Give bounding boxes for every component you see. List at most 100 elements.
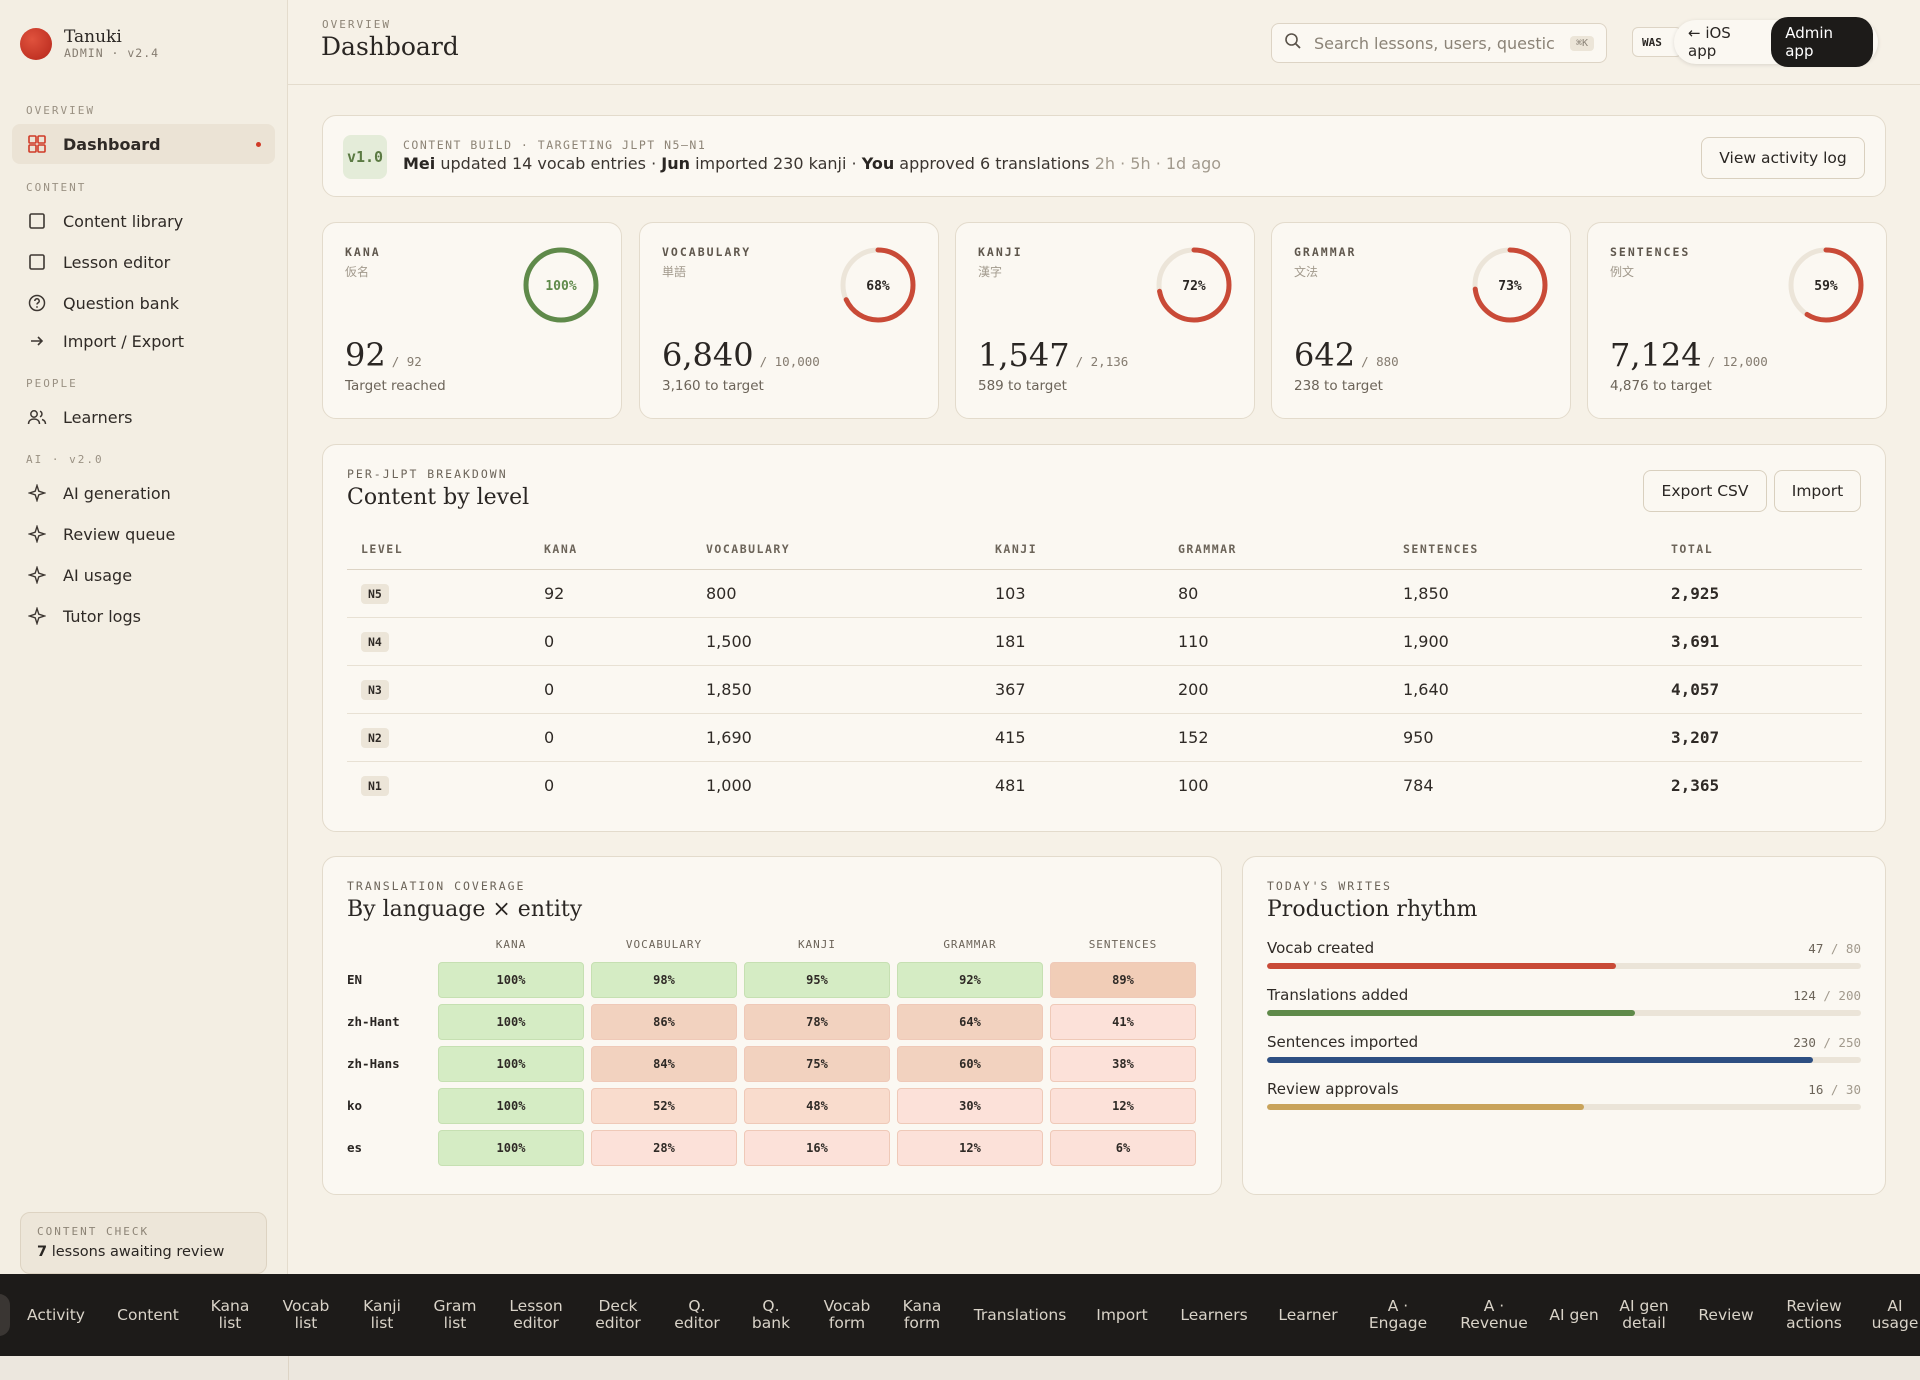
heatmap-cell[interactable]: 64% (897, 1004, 1043, 1040)
bottom-nav-item[interactable]: Review actions (1786, 1297, 1842, 1332)
sidebar-item-ai-usage[interactable]: AI usage (12, 555, 275, 595)
bottom-nav-item[interactable]: Translations (973, 1305, 1067, 1324)
activity-summary: Mei updated 14 vocab entries · Jun impor… (403, 154, 1222, 173)
stat-card-kana[interactable]: KANA 仮名 100% 92 / 92 Target reached (322, 222, 622, 419)
bottom-nav-item[interactable]: AI gen detail (1619, 1297, 1669, 1332)
heatmap-cell[interactable]: 38% (1050, 1046, 1196, 1082)
stat-card-vocabulary[interactable]: VOCABULARY 単語 68% 6,840 / 10,000 3,160 to… (639, 222, 939, 419)
bottom-nav-item[interactable]: Activity (27, 1305, 85, 1324)
heatmap-cell[interactable]: 75% (744, 1046, 890, 1082)
sidebar-item-learners[interactable]: Learners (12, 397, 275, 437)
table-row[interactable]: N2 0 1,690 415 152 950 3,207 (347, 713, 1862, 762)
stat-card-kanji[interactable]: KANJI 漢字 72% 1,547 / 2,136 589 to target (955, 222, 1255, 419)
bottom-nav-item[interactable]: Vocab form (823, 1297, 871, 1332)
heatmap-cell[interactable]: 100% (438, 1046, 584, 1082)
ios-app-link[interactable]: ← iOS app (1688, 24, 1731, 60)
bottom-nav-item[interactable]: Kanji list (363, 1297, 401, 1332)
admin-app-button[interactable]: Admin app (1771, 17, 1873, 67)
brand-logo (20, 28, 52, 60)
stat-card-grammar[interactable]: GRAMMAR 文法 73% 642 / 880 238 to target (1271, 222, 1571, 419)
table-header-row: LEVEL KANA VOCABULARY KANJI GRAMMAR SENT… (347, 529, 1862, 570)
bottom-nav-item[interactable]: Gram list (433, 1297, 477, 1332)
heatmap-cell[interactable]: 86% (591, 1004, 737, 1040)
heatmap-cell[interactable]: 28% (591, 1130, 737, 1166)
heatmap-cell[interactable]: 12% (1050, 1088, 1196, 1124)
heatmap-cell[interactable]: 78% (744, 1004, 890, 1040)
table-row[interactable]: N4 0 1,500 181 110 1,900 3,691 (347, 617, 1862, 666)
bottom-nav-item[interactable]: Lesson editor (509, 1297, 563, 1332)
column-header[interactable]: SENTENCES (1389, 529, 1657, 570)
table-row[interactable]: N1 0 1,000 481 100 784 2,365 (347, 761, 1862, 809)
column-header[interactable]: KANA (530, 529, 692, 570)
table-total-cell: 2,925 (1657, 569, 1862, 618)
column-header[interactable]: LEVEL (347, 529, 530, 570)
production-rhythm-card: TODAY'S WRITES Production rhythm Vocab c… (1242, 856, 1886, 1195)
sidebar-item-question-bank[interactable]: Question bank (12, 283, 275, 323)
sidebar-item-tutor-logs[interactable]: Tutor logs (12, 596, 275, 636)
activity-times: 2h · 5h · 1d ago (1094, 154, 1222, 173)
bottom-nav-item[interactable]: Kana form (902, 1297, 942, 1332)
rhythm-bar-count: 124 (1793, 988, 1816, 1003)
column-header[interactable]: VOCABULARY (692, 529, 981, 570)
sidebar-item-dashboard[interactable]: Dashboard (12, 124, 275, 164)
heatmap-cell[interactable]: 95% (744, 962, 890, 998)
bottom-nav-item[interactable]: Review (1698, 1305, 1754, 1324)
rhythm-bar-value: 230 / 250 (1793, 1035, 1861, 1050)
bottom-nav-item[interactable]: Kana list (210, 1297, 250, 1332)
search-input[interactable]: Search lessons, users, questic ⌘K (1271, 23, 1607, 63)
table-row[interactable]: N5 92 800 103 80 1,850 2,925 (347, 569, 1862, 618)
bottom-nav-item[interactable]: Deck editor (595, 1297, 641, 1332)
sidebar-item-label: Review queue (63, 524, 176, 544)
heatmap-cell[interactable]: 52% (591, 1088, 737, 1124)
env-badge[interactable]: WAS (1632, 27, 1682, 57)
heatmap-cell[interactable]: 100% (438, 962, 584, 998)
heatmap-cell[interactable]: 60% (897, 1046, 1043, 1082)
heatmap-cell[interactable]: 16% (744, 1130, 890, 1166)
sidebar-item-content-library[interactable]: Content library (12, 201, 275, 241)
bottom-nav-item[interactable]: Learner (1278, 1305, 1338, 1324)
heatmap-cell[interactable]: 12% (897, 1130, 1043, 1166)
content-check-panel[interactable]: CONTENT CHECK 7 lessons awaiting review (20, 1212, 267, 1274)
bottom-nav-item[interactable]: A · Revenue (1460, 1297, 1528, 1332)
heatmap-cell[interactable]: 84% (591, 1046, 737, 1082)
bottom-nav-item[interactable]: A · Engage (1368, 1297, 1428, 1332)
bottom-nav-item[interactable]: AI gen (1549, 1305, 1599, 1324)
stat-card-sentences[interactable]: SENTENCES 例文 59% 7,124 / 12,000 4,876 to … (1587, 222, 1887, 419)
heatmap-cell[interactable]: 89% (1050, 962, 1196, 998)
bottom-nav-item[interactable]: Import (1096, 1305, 1148, 1324)
sparkle-icon (27, 606, 47, 626)
column-header[interactable]: TOTAL (1657, 529, 1862, 570)
sidebar-item-lesson-editor[interactable]: Lesson editor (12, 242, 275, 282)
heatmap-cell[interactable]: 41% (1050, 1004, 1196, 1040)
column-header[interactable]: GRAMMAR (1164, 529, 1389, 570)
heatmap-cell[interactable]: 6% (1050, 1130, 1196, 1166)
bottom-nav-item[interactable]: Learners (1180, 1305, 1248, 1324)
heatmap-cell[interactable]: 98% (591, 962, 737, 998)
view-activity-log-button[interactable]: View activity log (1701, 137, 1865, 179)
bottom-nav-item[interactable]: Vocab list (282, 1297, 330, 1332)
heatmap-cell[interactable]: 100% (438, 1088, 584, 1124)
sidebar-item-import-export[interactable]: Import / Export (12, 321, 275, 361)
heatmap-cell[interactable]: 92% (897, 962, 1043, 998)
version-badge: v1.0 (343, 135, 387, 179)
brand[interactable]: Tanuki ADMIN · v2.4 (20, 28, 159, 60)
bottom-nav-item[interactable]: Content (117, 1305, 179, 1324)
heatmap-cell[interactable]: 100% (438, 1130, 584, 1166)
bottom-nav-item[interactable]: AI usage (1871, 1297, 1919, 1332)
export-csv-button[interactable]: Export CSV (1643, 470, 1767, 512)
sidebar-item-review-queue[interactable]: Review queue (12, 514, 275, 554)
table-cell: 1,500 (692, 617, 981, 666)
scroll-handle[interactable] (0, 1294, 10, 1336)
table-cell: 415 (981, 713, 1164, 762)
bottom-nav-item[interactable]: Q. editor (674, 1297, 720, 1332)
column-header[interactable]: KANJI (981, 529, 1164, 570)
heatmap-cell[interactable]: 100% (438, 1004, 584, 1040)
stat-subtext: 3,160 to target (662, 378, 764, 394)
heatmap-cell[interactable]: 48% (744, 1088, 890, 1124)
table-row[interactable]: N3 0 1,850 367 200 1,640 4,057 (347, 665, 1862, 714)
heatmap-cell[interactable]: 30% (897, 1088, 1043, 1124)
import-button[interactable]: Import (1774, 470, 1861, 512)
sidebar-item-ai-generation[interactable]: AI generation (12, 473, 275, 513)
bottom-nav-item[interactable]: Q. bank (751, 1297, 791, 1332)
sparkle-icon (27, 483, 47, 503)
